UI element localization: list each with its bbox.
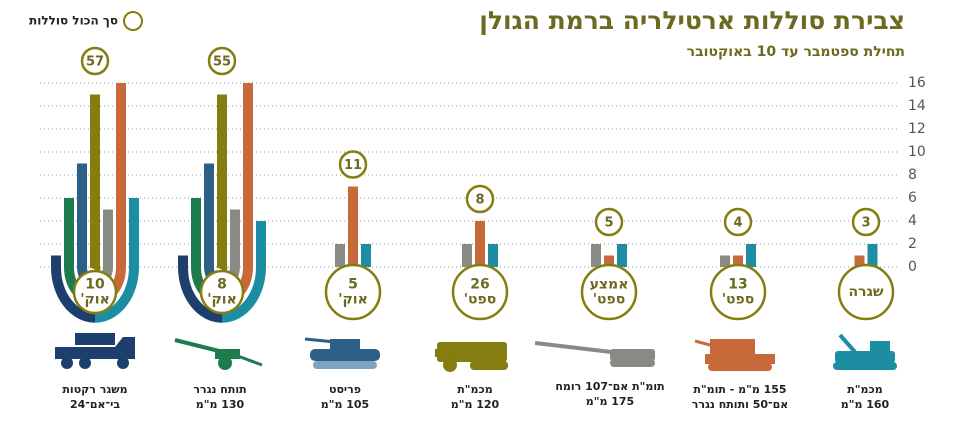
- x-tick-label: שגרה: [849, 284, 884, 300]
- total-label: 55: [213, 55, 231, 70]
- y-tick-label: 8: [908, 167, 917, 183]
- series-label: פריסט: [329, 383, 361, 396]
- x-tick-label: 10: [85, 277, 105, 293]
- chart-subtitle: תחילת ספטמבר עד 10 באוקטובר: [687, 44, 905, 60]
- y-tick-label: 16: [908, 75, 926, 91]
- total-label: 8: [475, 193, 484, 208]
- bar: [746, 244, 756, 267]
- chart-title: צבירת סוללות ארטילריה ברמת הגולן: [479, 6, 905, 35]
- y-tick-label: 10: [908, 144, 926, 160]
- series-label: 130 מ"מ: [196, 398, 245, 411]
- series-label: מכמ"ת: [847, 383, 882, 396]
- total-label: 4: [733, 216, 742, 231]
- x-tick-label: 13: [728, 277, 747, 293]
- total-label: 57: [86, 55, 104, 70]
- bar: [361, 244, 371, 267]
- bar: [868, 244, 878, 267]
- series-label: 155 מ"מ - תומ"ת: [693, 383, 786, 396]
- y-tick-label: 6: [908, 190, 917, 206]
- series-label: 105 מ"מ: [321, 398, 369, 411]
- bar: [335, 244, 345, 267]
- total-label: 5: [604, 216, 613, 231]
- bar: [462, 244, 472, 267]
- bar: [488, 244, 498, 267]
- legend-swatch: [124, 12, 142, 30]
- bar: [591, 244, 601, 267]
- x-tick-label: 5: [348, 277, 358, 293]
- x-tick-label: ספט': [464, 292, 497, 308]
- x-tick-label: 8: [217, 277, 227, 293]
- series-label: 120 מ"מ: [451, 398, 500, 411]
- series-label: מכמ"ת: [457, 383, 492, 396]
- series-label: 160 מ"מ: [841, 398, 890, 411]
- y-tick-label: 4: [908, 213, 917, 229]
- series-label: משגר רקטות: [62, 383, 127, 396]
- x-tick-label: אוק': [80, 292, 110, 308]
- x-tick-label: ספט': [593, 292, 626, 308]
- y-tick-label: 0: [908, 259, 917, 275]
- series-label: בי־אם־24: [70, 398, 120, 411]
- bar: [348, 187, 358, 268]
- y-tick-label: 2: [908, 236, 917, 252]
- icon-mortar-carrier: [435, 342, 508, 372]
- bar: [475, 221, 485, 267]
- legend-label: סך הכול סוללות: [29, 14, 118, 28]
- total-label: 11: [344, 158, 362, 173]
- total-label: 3: [861, 216, 870, 231]
- x-tick-label: אוק': [207, 292, 237, 308]
- y-tick-label: 14: [908, 98, 926, 114]
- series-label: תומ"ת אם־107 רומח: [555, 380, 664, 393]
- series-label: אם־50 ותותח נגרר: [692, 398, 789, 411]
- series-label: 175 מ"מ: [586, 395, 634, 408]
- y-tick-label: 12: [908, 121, 926, 137]
- series-label: תותח נגרר: [193, 383, 246, 396]
- bar: [617, 244, 627, 267]
- x-tick-label: 26: [470, 277, 489, 293]
- chart: צבירת סוללות ארטילריה ברמת הגולן תחילת ס…: [0, 0, 960, 424]
- x-tick-label: אמצע: [590, 277, 629, 293]
- bar: [720, 256, 730, 268]
- x-tick-label: אוק': [338, 292, 368, 308]
- x-tick-label: ספט': [722, 292, 755, 308]
